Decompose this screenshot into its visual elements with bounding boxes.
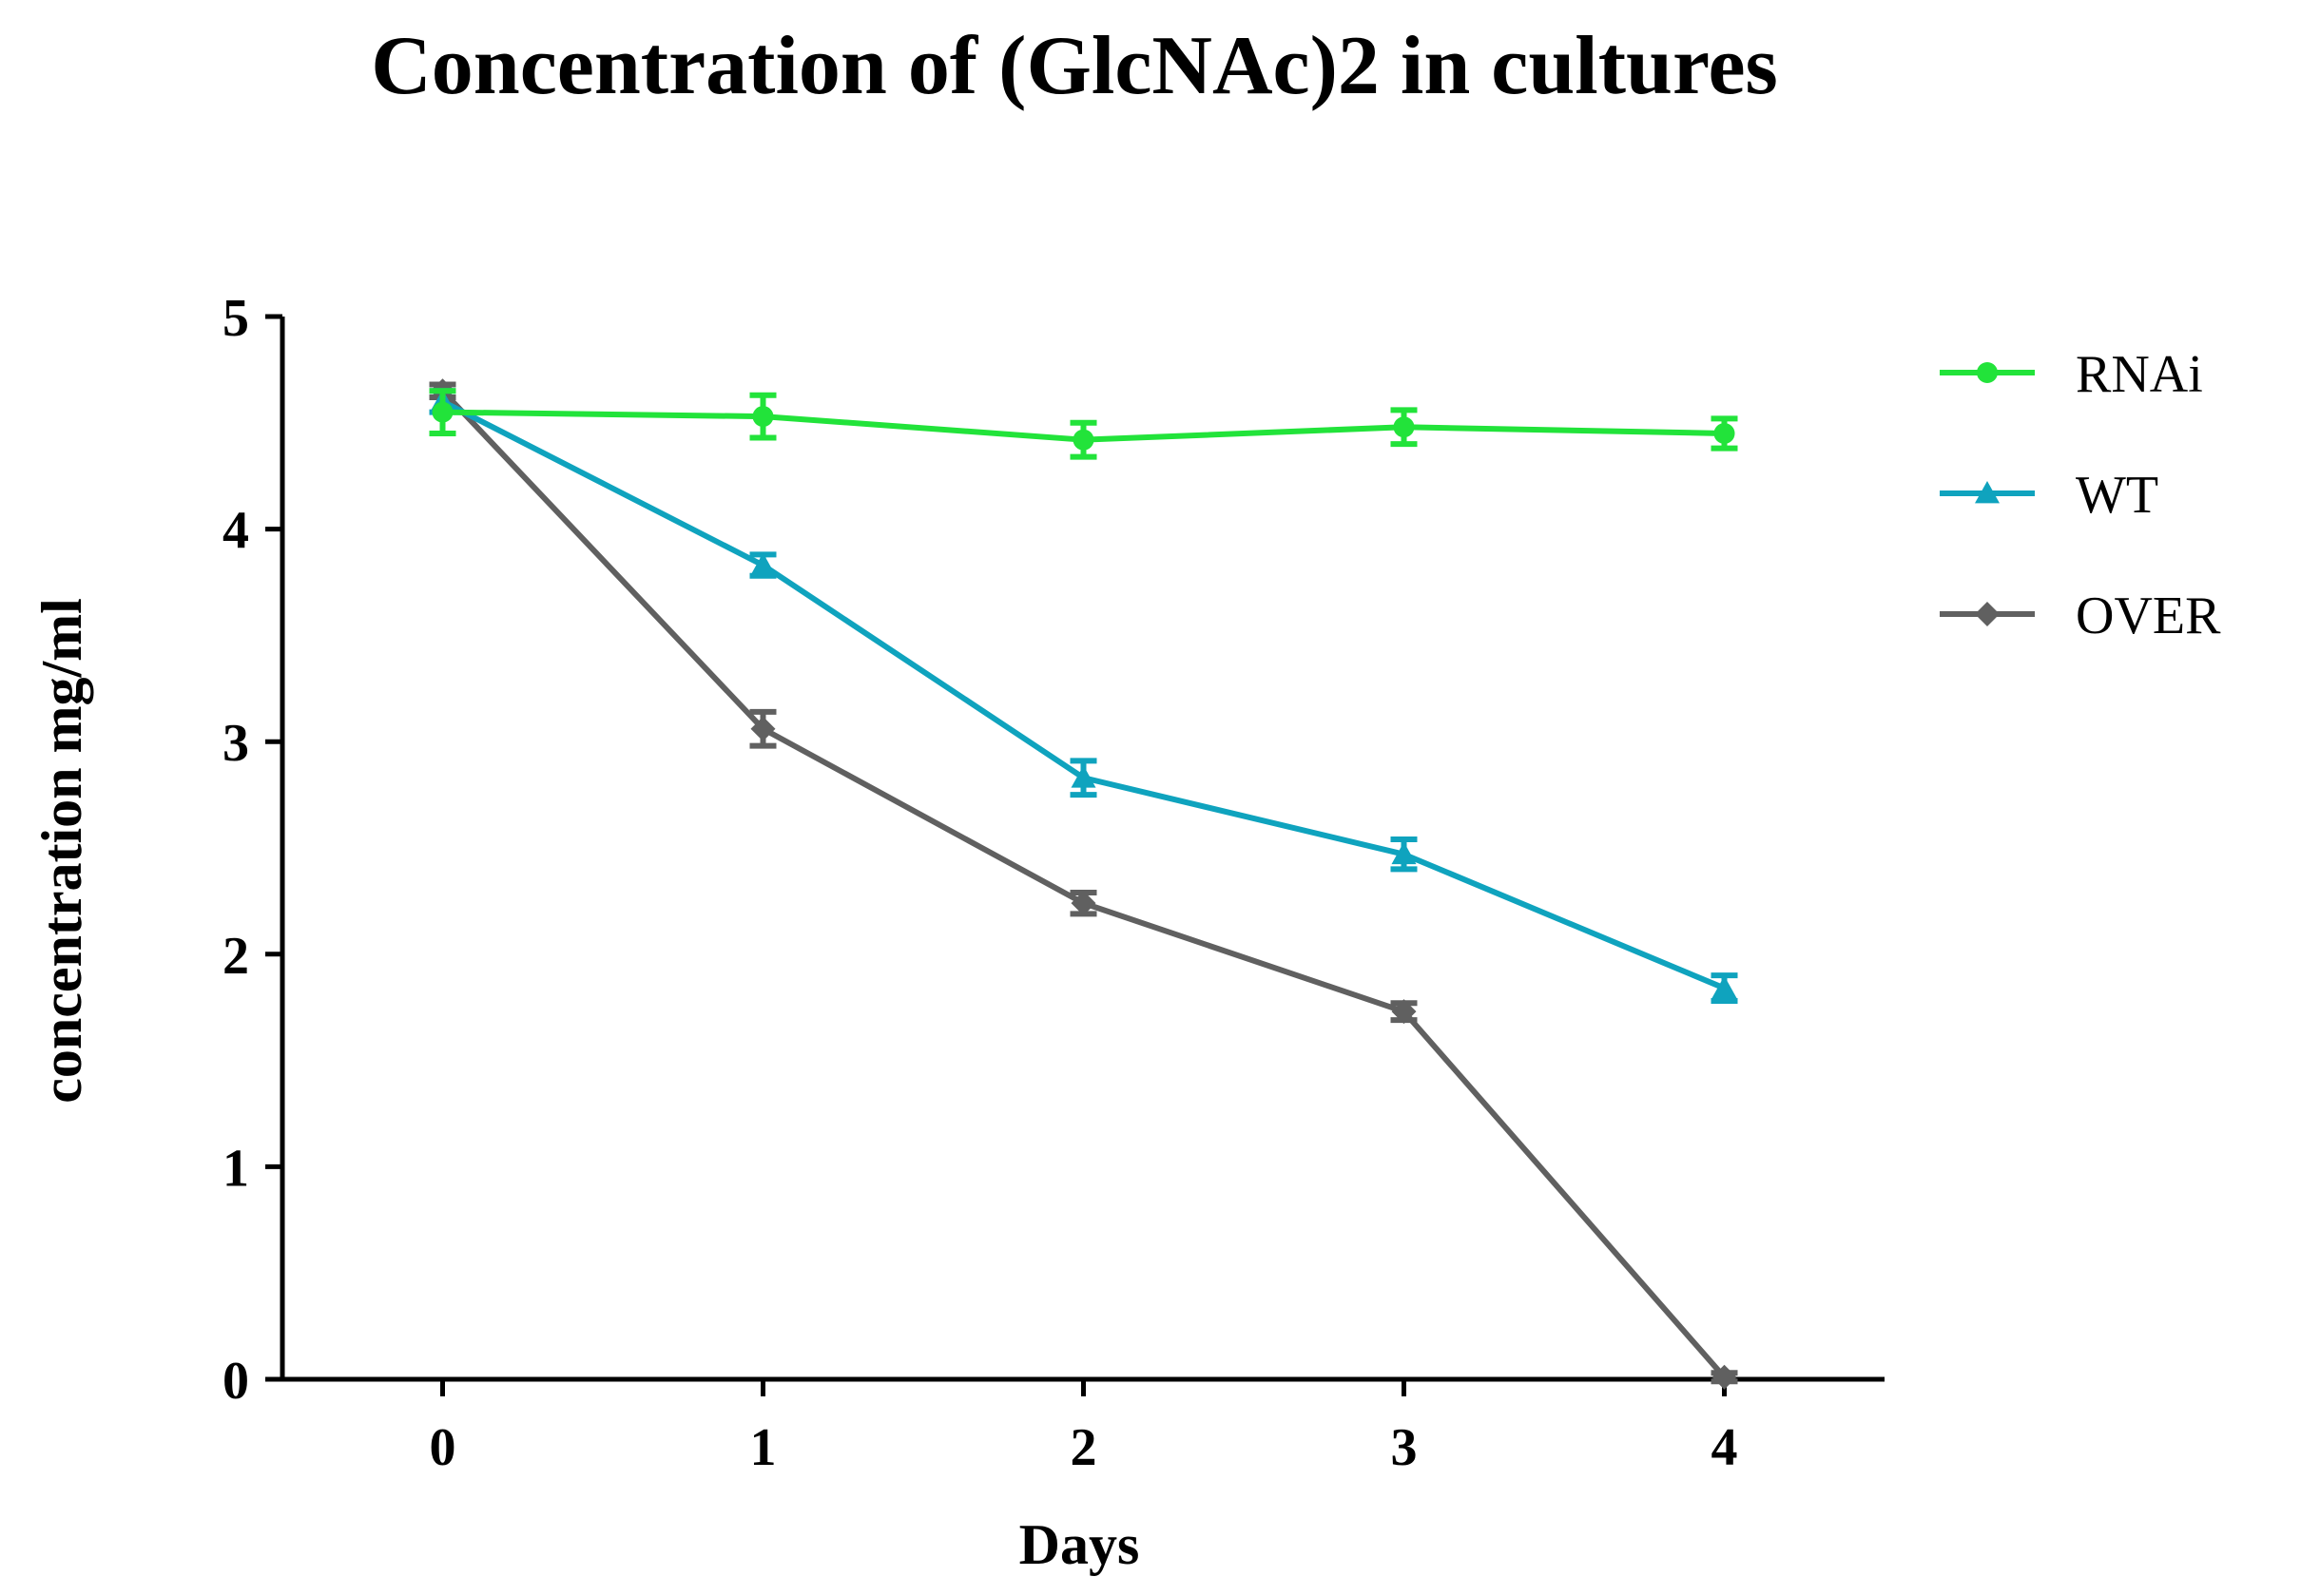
data-point-over: [1391, 999, 1417, 1025]
y-tick-label: 2: [222, 927, 249, 986]
data-point-wt: [750, 552, 776, 576]
plot-series: [429, 378, 1738, 1390]
data-point-wt: [1711, 975, 1737, 998]
data-point-rnai: [1393, 416, 1415, 438]
x-tick-label: 0: [430, 1418, 456, 1477]
x-tick-label: 4: [1711, 1418, 1738, 1477]
x-axis-label: Days: [1019, 1513, 1140, 1576]
legend-marker-rnai: [1977, 362, 1998, 383]
legend-marker-over: [1975, 602, 2000, 626]
x-tick-label: 1: [750, 1418, 777, 1477]
y-tick-label: 5: [222, 289, 249, 348]
x-tick-label: 2: [1071, 1418, 1097, 1477]
y-tick-label: 0: [222, 1352, 249, 1411]
axes: 0 1 2 3 4 5 0 1 2 3 4: [222, 289, 1885, 1477]
data-point-rnai: [1073, 429, 1094, 451]
legend: RNAi WT OVER: [1940, 345, 2221, 645]
series-line-over: [440, 389, 1727, 1379]
y-axis-label: concentration mg/ml: [30, 598, 93, 1104]
y-tick-label: 3: [222, 714, 249, 773]
data-point-wt: [1071, 765, 1096, 788]
data-point-rnai: [432, 401, 454, 423]
legend-label-over: OVER: [2076, 586, 2221, 645]
data-point-over: [1071, 891, 1096, 916]
data-point-wt: [1391, 841, 1417, 865]
data-point-over: [750, 716, 776, 741]
series-rnai: [429, 388, 1738, 460]
data-point-over: [1711, 1364, 1737, 1390]
legend-label-wt: WT: [2076, 466, 2158, 525]
data-point-rnai: [1713, 422, 1735, 444]
legend-label-rnai: RNAi: [2076, 345, 2203, 404]
chart-title: Concentration of (GlcNAc)2 in cultures: [371, 20, 1778, 112]
x-tick-label: 3: [1391, 1418, 1418, 1477]
y-tick-label: 1: [222, 1139, 249, 1198]
legend-marker-wt: [1975, 481, 2000, 504]
y-tick-label: 4: [222, 502, 249, 561]
data-point-rnai: [752, 406, 774, 428]
series-over: [429, 378, 1738, 1390]
